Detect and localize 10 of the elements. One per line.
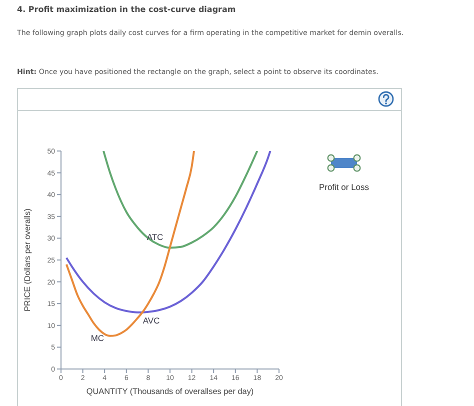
series-label: AVC (142, 315, 160, 326)
line-series (65, 151, 272, 314)
series-label: MC (90, 332, 104, 343)
text: Profit or Loss (318, 182, 370, 192)
y-axis-title: PRICE (Dollars per overalls) (23, 208, 32, 312)
line-series (65, 151, 195, 337)
chart-title: 4. Profit maximization in the cost-curve diagram (17, 5, 236, 14)
x-axis-title: QUANTITY (Thousands of overallses per day) (86, 387, 254, 396)
line-series (102, 151, 258, 249)
series-label: ATC (146, 232, 164, 242)
